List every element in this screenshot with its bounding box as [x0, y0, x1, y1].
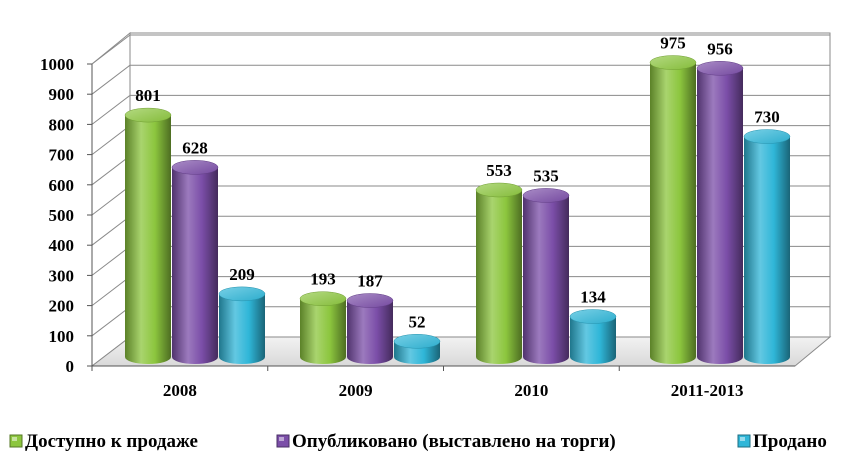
- bar: [522, 188, 570, 364]
- y-tick-label: 200: [49, 297, 75, 316]
- bar: [649, 55, 697, 365]
- y-tick-label: 1000: [40, 55, 74, 74]
- gridline-side: [91, 95, 131, 125]
- y-tick-label: 400: [49, 236, 75, 255]
- data-label: 52: [409, 312, 426, 331]
- bars: [124, 55, 791, 365]
- data-label: 134: [580, 288, 606, 307]
- gridline-side: [91, 246, 131, 276]
- side-wall: [91, 31, 131, 368]
- x-tick-label: 2010: [514, 381, 548, 400]
- legend-label: Опубликовано (выставлено на торги): [292, 431, 616, 452]
- data-label: 730: [754, 108, 780, 127]
- gridline-side: [91, 185, 131, 216]
- legend-item: Опубликовано (выставлено на торги): [276, 431, 616, 452]
- bar: [696, 61, 744, 365]
- y-tick-label: 900: [49, 85, 75, 104]
- data-label: 187: [357, 272, 383, 291]
- y-tick-label: 600: [49, 176, 75, 195]
- data-label: 535: [533, 166, 559, 185]
- legend-label: Доступно к продаже: [25, 431, 198, 452]
- gridline-side: [91, 306, 131, 337]
- bar: [218, 286, 266, 364]
- data-label: 553: [486, 161, 512, 180]
- x-tick-label: 2008: [163, 381, 197, 400]
- bar: [393, 334, 441, 364]
- x-tick-label: 2009: [339, 381, 373, 400]
- y-axis: 0 100 200 300 400 500 600 700 800 900 1000: [40, 55, 93, 376]
- legend-item: Доступно к продаже: [9, 431, 198, 452]
- data-label: 975: [660, 34, 686, 53]
- legend-item: Продано: [737, 431, 827, 452]
- data-label: 956: [707, 39, 733, 58]
- y-tick-label: 100: [49, 327, 75, 346]
- data-label: 628: [182, 138, 208, 157]
- gridline-side: [91, 125, 131, 155]
- bar: [743, 129, 791, 364]
- gridline-side: [91, 155, 131, 186]
- data-label: 209: [229, 265, 255, 284]
- bar: [346, 293, 394, 364]
- y-tick-label: 500: [49, 206, 75, 225]
- gridline-side: [91, 215, 131, 246]
- y-tick-label: 800: [49, 115, 75, 134]
- data-label: 801: [135, 86, 161, 105]
- gridline-side: [91, 64, 131, 95]
- y-tick-label: 0: [66, 357, 75, 376]
- bar: [569, 309, 617, 364]
- legend-label: Продано: [753, 431, 827, 452]
- gridline-side: [91, 276, 131, 306]
- bar: [124, 107, 172, 365]
- x-tick-label: 2011-2013: [671, 381, 744, 400]
- x-axis: 2008 2009 2010 2011-2013: [91, 365, 795, 400]
- gridline-side: [91, 34, 131, 65]
- legend: Доступно к продаже Опубликовано (выставле…: [9, 431, 827, 452]
- bar: [475, 182, 523, 364]
- y-tick-label: 300: [49, 266, 75, 285]
- y-tick-label: 700: [49, 146, 75, 165]
- data-label: 193: [310, 270, 336, 289]
- data-labels: 801 628 209 193 187 52 553 535 134 975 956 730: [135, 34, 780, 332]
- bar: [171, 160, 219, 364]
- bar: [299, 291, 347, 364]
